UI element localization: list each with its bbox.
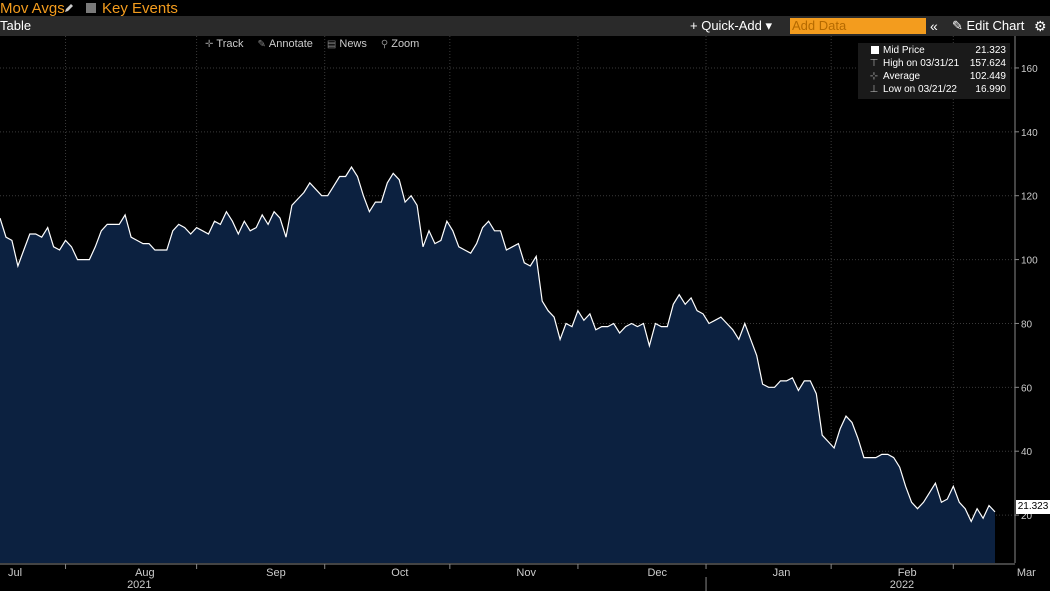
zoom-label: Zoom — [391, 38, 420, 50]
table-tab[interactable]: Table — [0, 18, 32, 33]
x-tick-label: Nov — [516, 567, 536, 579]
edit-chart-button[interactable]: ✎ Edit Chart — [952, 18, 1025, 33]
legend-high-value: 157.624 — [969, 58, 1006, 69]
x-tick-label: Aug — [135, 567, 155, 579]
news-label: News — [339, 38, 367, 50]
high-marker-icon: ⊤ — [869, 58, 879, 69]
price-chart[interactable]: 20 40 60 80 100 120 140 160 Jul Aug Sep Oct Nov Dec Ja… — [0, 36, 1050, 591]
y-tick-label: 140 — [1021, 128, 1038, 139]
legend-average-label: Average — [883, 71, 921, 82]
x-tick-label: Oct — [391, 567, 408, 579]
zoom-icon: ⚲ — [380, 38, 389, 50]
news-tool[interactable]: ▤ News — [324, 36, 370, 52]
x-tick-label: Jan — [773, 567, 791, 579]
legend-average-value: 102.449 — [969, 71, 1006, 82]
low-marker-icon: ⊥ — [869, 84, 879, 95]
x-tick-label: Dec — [647, 567, 667, 579]
quick-add-button[interactable]: + Quick-Add ▾ — [690, 18, 773, 33]
legend-low-label: Low on 03/21/22 — [883, 84, 957, 95]
mid-price-swatch — [871, 46, 879, 54]
gear-icon[interactable]: ⚙ — [1034, 18, 1047, 34]
top-bar: Mov Avgs Key Events — [0, 0, 1050, 17]
y-tick-label: 60 — [1021, 383, 1033, 394]
add-data-input[interactable] — [790, 18, 926, 34]
average-marker-icon: ⊹ — [869, 71, 879, 82]
mov-avgs-link[interactable]: Mov Avgs — [0, 0, 65, 17]
last-price-tag: 21.323 — [1016, 500, 1050, 514]
pencil-icon[interactable] — [63, 2, 75, 14]
legend-row-average: ⊹ Average 102.449 — [858, 70, 1010, 83]
legend-mid-label: Mid Price — [883, 45, 925, 56]
y-tick-label: 20 — [1021, 511, 1033, 522]
price-area — [0, 167, 995, 563]
legend-low-value: 16.990 — [975, 84, 1006, 95]
annotate-tool[interactable]: ✎ Annotate — [254, 36, 315, 52]
key-events-checkbox[interactable] — [86, 3, 96, 13]
chart-toolbar: Table + Quick-Add ▾ « ✎ Edit Chart ⚙ — [0, 16, 1050, 36]
legend-mid-value: 21.323 — [975, 45, 1006, 56]
y-tick-label: 40 — [1021, 447, 1033, 458]
legend-row-high: ⊤ High on 03/31/21 157.624 — [858, 57, 1010, 70]
year-label: 2021 — [127, 579, 151, 591]
legend-high-label: High on 03/31/21 — [883, 58, 960, 69]
year-label: 2022 — [890, 579, 914, 591]
track-label: Track — [216, 38, 244, 50]
annotate-label: Annotate — [268, 38, 313, 50]
collapse-button[interactable]: « — [930, 18, 938, 34]
x-tick-label: Sep — [266, 567, 286, 579]
x-tick-label: Feb — [898, 567, 917, 579]
edit-chart-label: Edit Chart — [966, 18, 1025, 33]
zoom-tool[interactable]: ⚲ Zoom — [378, 36, 422, 52]
crosshair-icon: ✛ — [205, 38, 214, 50]
legend-row-low: ⊥ Low on 03/21/22 16.990 — [858, 83, 1010, 96]
y-tick-label: 80 — [1021, 319, 1033, 330]
legend-row-mid[interactable]: Mid Price 21.323 — [858, 44, 1010, 57]
key-events-label[interactable]: Key Events — [102, 0, 178, 17]
news-icon: ▤ — [326, 38, 337, 50]
y-tick-label: 160 — [1021, 64, 1038, 75]
y-tick-label: 100 — [1021, 256, 1038, 267]
chart-tools: ✛ Track ✎ Annotate ▤ News ⚲ Zoom — [202, 36, 422, 52]
track-tool[interactable]: ✛ Track — [202, 36, 246, 52]
x-tick-label: Mar — [1017, 567, 1036, 579]
price-line — [0, 165, 996, 523]
annotate-icon: ✎ — [257, 38, 266, 50]
x-tick-label: Jul — [8, 567, 22, 579]
y-tick-label: 120 — [1021, 192, 1038, 203]
chart-legend: Mid Price 21.323 ⊤ High on 03/31/21 157.… — [858, 43, 1010, 99]
